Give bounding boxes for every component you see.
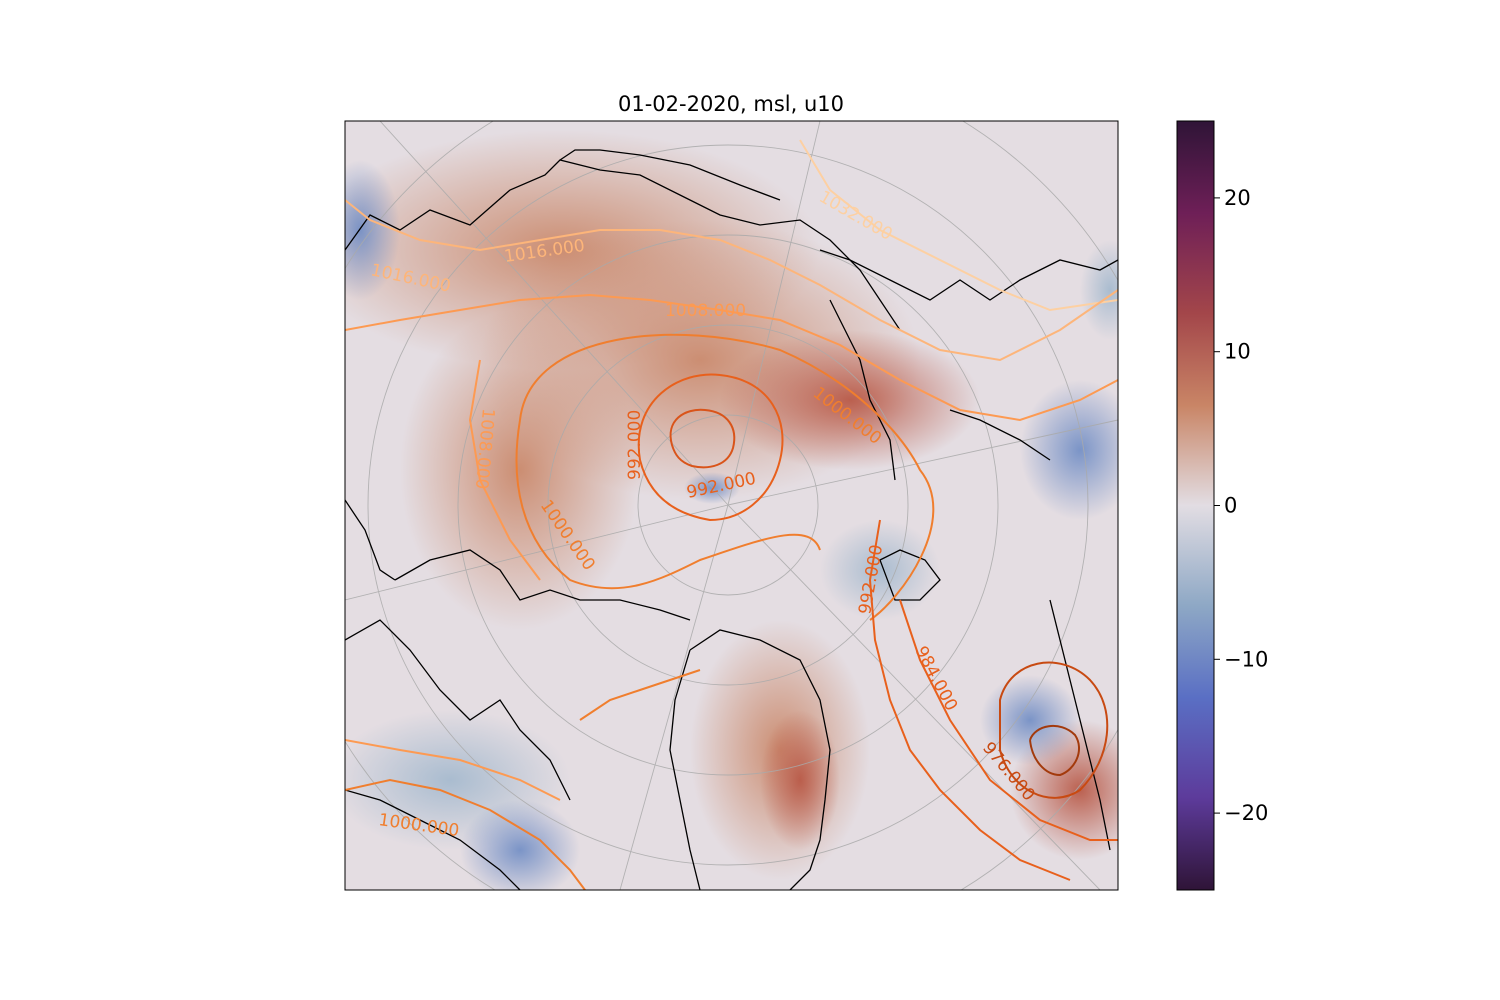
u10-negative-east-edge: [1080, 240, 1118, 340]
contour-1008-west: [468, 359, 541, 581]
contour-1000-west: [515, 419, 821, 590]
coastline-svalbard: [879, 549, 941, 601]
meridian: [727, 419, 1118, 506]
contour-984: [899, 599, 1118, 841]
contour-1016-north: [345, 199, 1118, 362]
u10-negative-west-edge: [345, 160, 400, 300]
contour-1000-south: [345, 778, 586, 890]
colorbar: 20 10 0 −10 −20: [1176, 120, 1268, 891]
contour-976-inner: [1029, 725, 1080, 777]
coastline-alaska: [829, 299, 896, 481]
colorbar-tick-label: 0: [1224, 494, 1237, 518]
colorbar-ticks: 20 10 0 −10 −20: [1214, 186, 1268, 825]
coastline-greenland: [669, 629, 831, 890]
colorbar-tick-label: −10: [1224, 647, 1268, 671]
latitude-circle: [457, 234, 999, 776]
coastline-canada-west: [345, 499, 396, 581]
coastlines: [345, 149, 1118, 890]
msl-contours: [345, 139, 1118, 890]
meridian: [379, 121, 729, 506]
coastline-taymyr: [559, 149, 781, 201]
latitude-circle: [547, 324, 909, 686]
meridian: [727, 504, 1101, 890]
u10-negative-iceland: [980, 675, 1080, 765]
contour-1000-greenland: [579, 669, 701, 721]
coastline-siberia: [345, 159, 901, 331]
coastline-alaska-peninsula: [949, 409, 1051, 461]
u10-negative-labrador: [460, 800, 580, 890]
map-frame: [344, 120, 1119, 891]
contour-1008: [345, 293, 1118, 422]
gridlines: [345, 121, 1118, 890]
coastline-chukotka: [819, 249, 1118, 301]
contour-992-low: [669, 408, 736, 469]
u10-positive-ring-west: [400, 310, 640, 630]
latitude-circle: [367, 144, 1089, 866]
contour-992-east: [868, 519, 1071, 881]
meridian: [727, 121, 821, 506]
plot-title: 01-02-2020, msl, u10: [618, 92, 844, 116]
contour-992-inner: [637, 373, 784, 522]
contour-1008-south: [345, 739, 561, 801]
contour-1032: [799, 139, 1118, 312]
contour-976: [999, 661, 1109, 799]
contour-label: 1008.000: [665, 301, 746, 321]
contour-1000-ring: [519, 333, 935, 621]
latitude-circle: [637, 414, 819, 596]
colorbar-tick-label: −20: [1224, 801, 1268, 825]
map-panel: 1016.000 1016.000 1032.000 1008.000 1000…: [345, 121, 1118, 890]
colorbar-gradient: [1176, 120, 1215, 891]
coastline-canadian-archipelago: [394, 549, 691, 621]
meridian: [345, 504, 729, 601]
coastline-scandinavia: [1049, 599, 1111, 851]
coastline-labrador: [345, 789, 521, 890]
colorbar-tick-label: 20: [1224, 186, 1251, 210]
u10-negative-barents: [820, 520, 940, 620]
meridian: [619, 504, 729, 890]
colorbar-tick-label: 10: [1224, 340, 1251, 364]
contour-label: 992.000: [625, 410, 645, 480]
u10-positive-greenland-core: [760, 710, 840, 850]
u10-negative-kamchatka: [1020, 380, 1118, 520]
coastline-hudson: [345, 619, 571, 801]
